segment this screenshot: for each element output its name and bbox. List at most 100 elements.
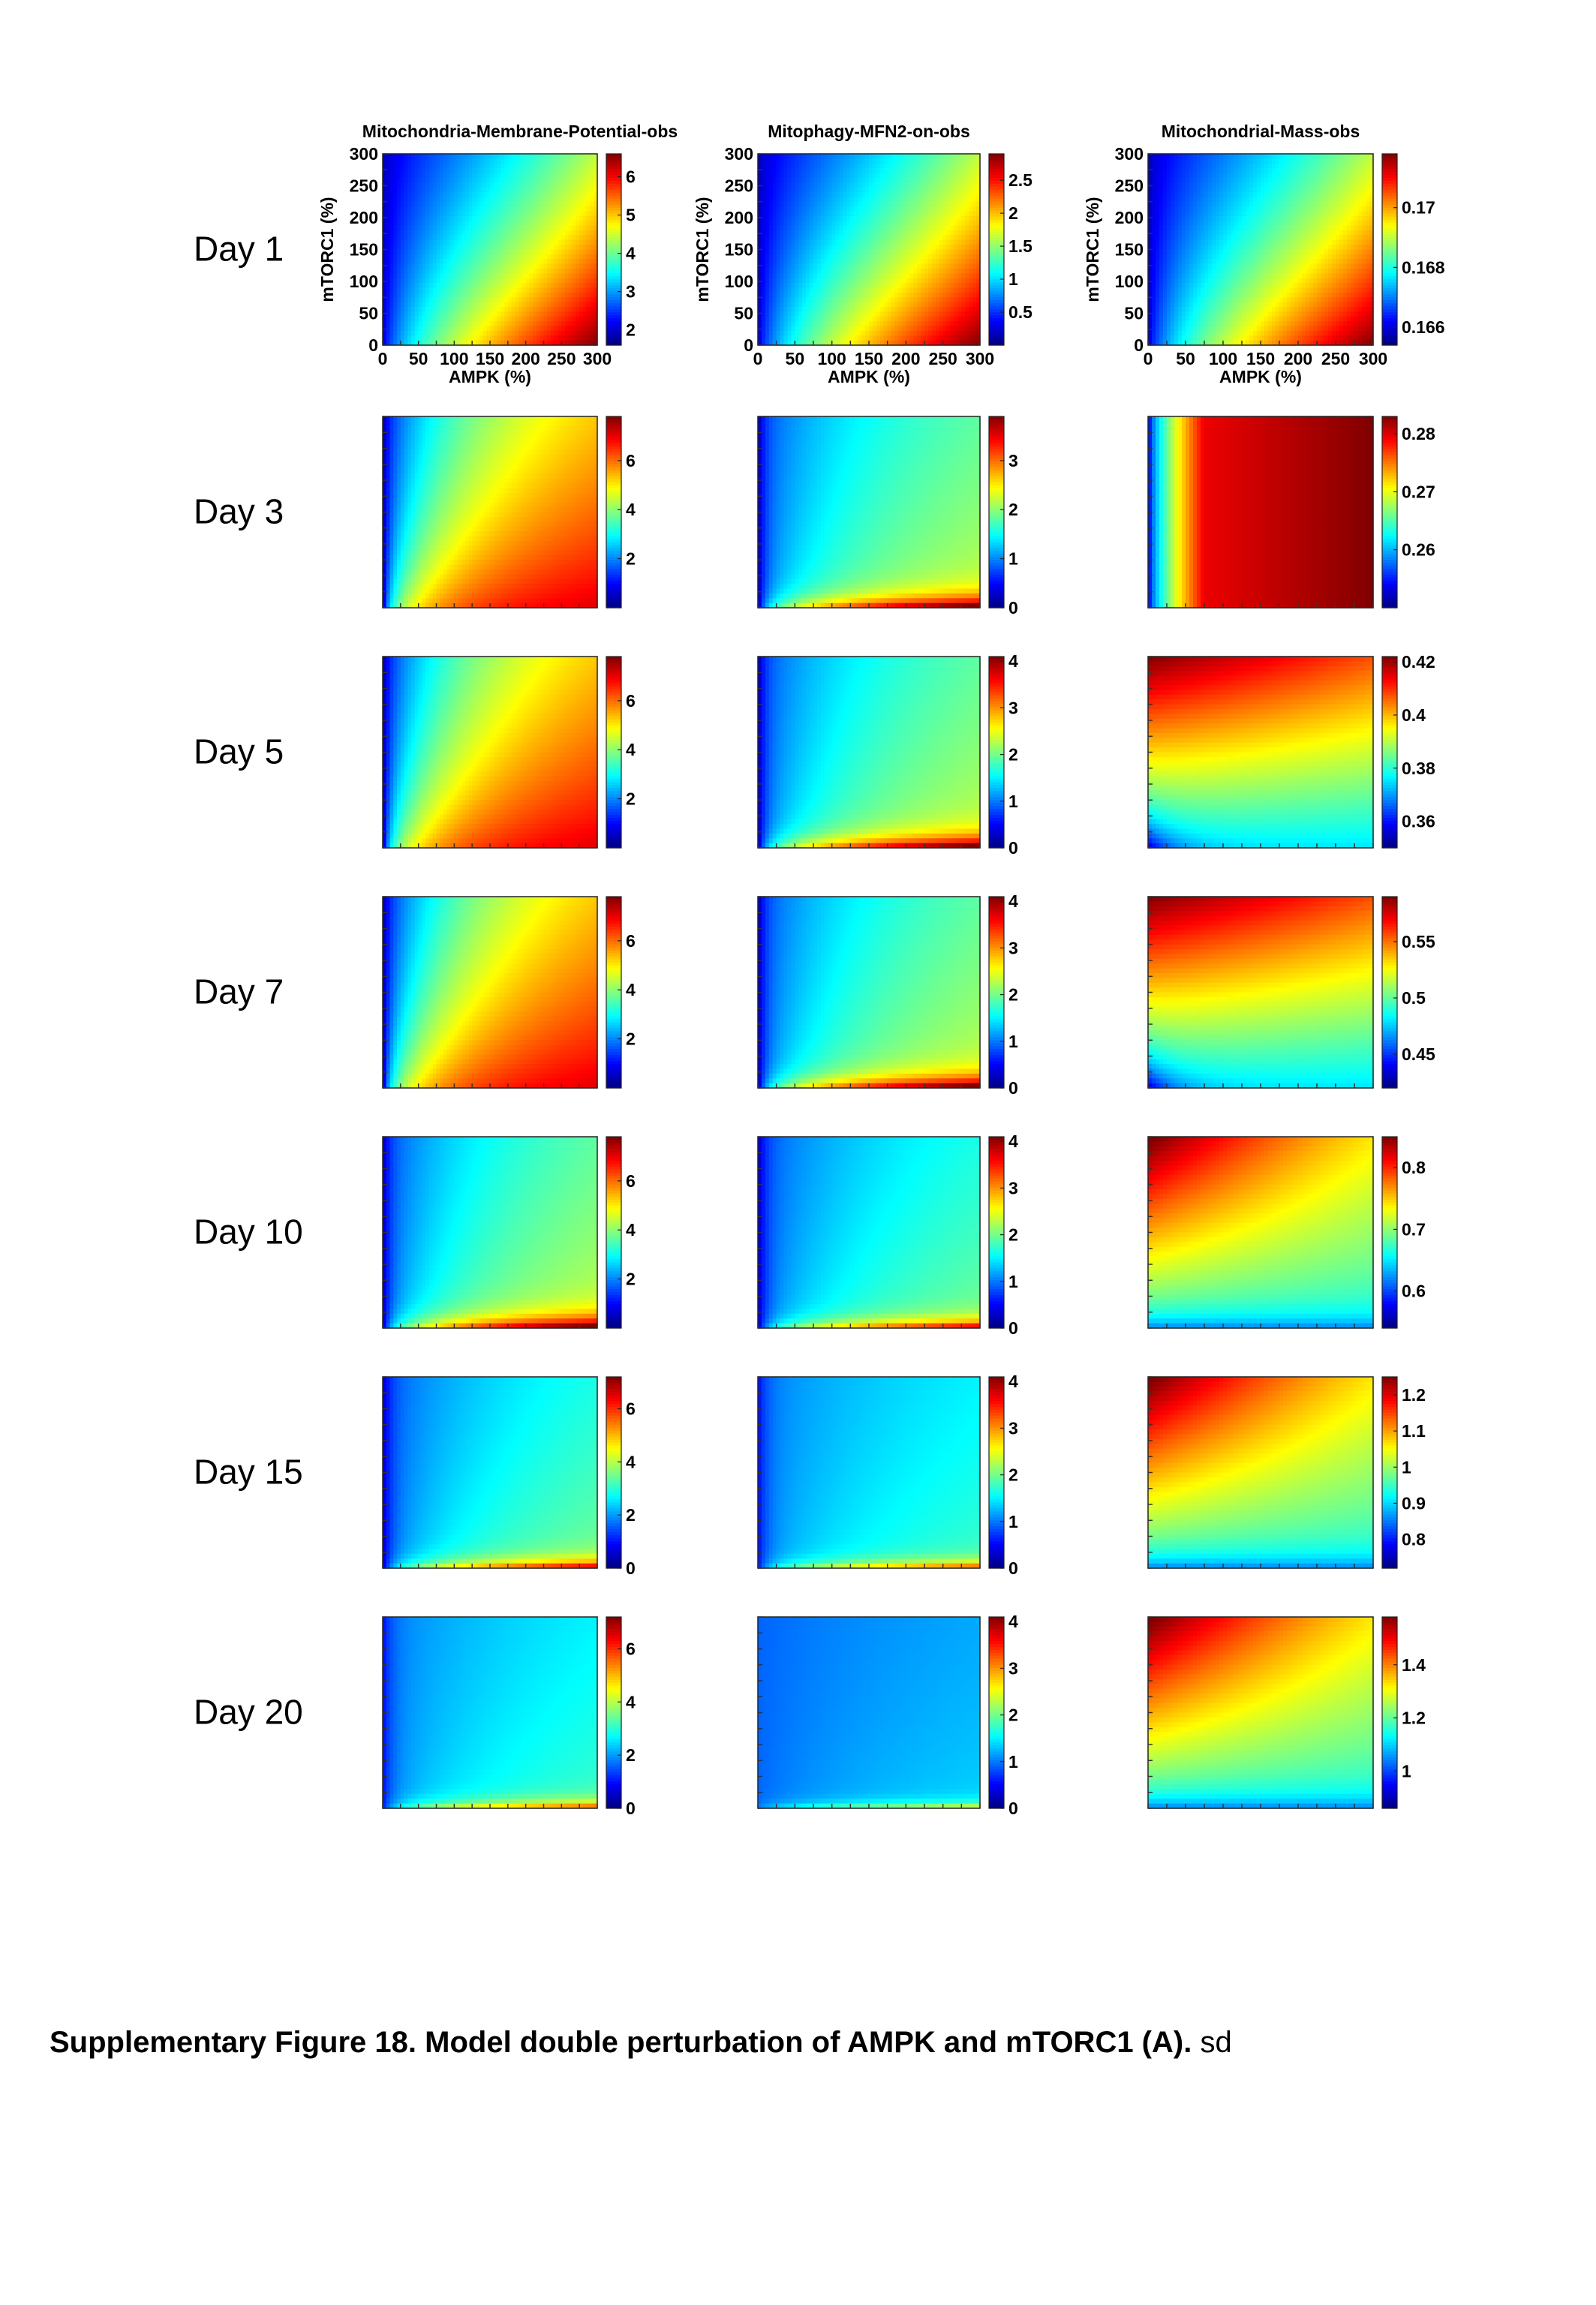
heatmap-cell [561, 287, 566, 293]
heatmap-cell [854, 168, 858, 174]
heatmap-cell [572, 263, 576, 269]
heatmap-cell [942, 211, 948, 217]
heatmap-cell [414, 235, 419, 241]
heatmap-cell [828, 230, 833, 236]
heatmap-cell [783, 307, 789, 312]
heatmap-cell [935, 283, 940, 289]
heatmap-cell [831, 307, 837, 312]
heatmap-cell [772, 259, 777, 265]
heatmap-cell [802, 259, 807, 265]
heatmap-cell [869, 215, 873, 221]
heatmap-cell [450, 316, 455, 322]
y-tick-label: 250 [350, 176, 378, 196]
heatmap-cell [961, 297, 966, 303]
heatmap-cell [969, 283, 973, 289]
heatmap-cell [425, 221, 430, 227]
heatmap-cell [518, 177, 523, 183]
heatmap-cell [935, 287, 940, 293]
heatmap-cell [935, 269, 940, 274]
heatmap-cell [927, 273, 933, 279]
heatmap-cell [511, 177, 515, 183]
heatmap-cell [835, 239, 840, 245]
heatmap-cell [795, 263, 799, 269]
heatmap-cell [521, 307, 527, 312]
heatmap-cell [533, 302, 537, 308]
heatmap-cell [917, 311, 921, 317]
heatmap-cell [924, 168, 929, 174]
heatmap-cell [861, 182, 866, 188]
heatmap-cell [924, 235, 929, 241]
x-tick-label: 250 [547, 349, 576, 368]
heatmap-cell [902, 335, 906, 341]
heatmap-cell [954, 302, 958, 308]
heatmap-cell [924, 297, 929, 303]
heatmap-cell [533, 177, 537, 183]
heatmap-cell [861, 297, 866, 303]
heatmap-cell [969, 297, 973, 303]
heatmap-cell [858, 245, 862, 251]
heatmap-cell [497, 235, 501, 241]
heatmap-cell [876, 201, 881, 207]
heatmap-cell [551, 235, 555, 241]
heatmap-cell [931, 197, 936, 203]
heatmap-cell [468, 182, 473, 188]
heatmap-cell [540, 326, 545, 332]
heatmap-cell [565, 269, 570, 274]
heatmap-cell [950, 249, 955, 255]
heatmap-cell [400, 326, 405, 332]
heatmap-cell [802, 249, 807, 255]
heatmap-cell [972, 177, 977, 183]
heatmap-cell [869, 201, 873, 207]
heatmap-cell [765, 187, 770, 193]
heatmap-cell [776, 254, 781, 260]
heatmap-cell [515, 177, 519, 183]
heatmap-cell [969, 340, 973, 346]
heatmap-cell [411, 335, 416, 341]
heatmap-cell [475, 340, 480, 346]
heatmap-cell [446, 197, 452, 203]
heatmap-cell [493, 340, 498, 346]
heatmap-cell [582, 225, 588, 231]
heatmap-cell [572, 273, 576, 279]
colorbar-swatch [606, 297, 621, 301]
heatmap-cell [425, 168, 430, 174]
heatmap-cell [816, 249, 822, 255]
heatmap-cell [942, 340, 948, 346]
heatmap-cell [440, 249, 444, 255]
heatmap-cell [572, 182, 576, 188]
heatmap-cell [504, 230, 509, 236]
heatmap-cell [957, 249, 962, 255]
heatmap-cell [594, 259, 598, 265]
heatmap-cell [927, 245, 933, 251]
heatmap-cell [942, 168, 948, 174]
heatmap-cell [791, 292, 795, 298]
heatmap-cell [590, 158, 594, 164]
heatmap-cell [594, 292, 598, 298]
heatmap-cell [436, 307, 440, 312]
heatmap-cell [787, 335, 792, 341]
heatmap-cell [472, 235, 476, 241]
heatmap-cell [783, 221, 789, 227]
heatmap-cell [798, 187, 803, 193]
heatmap-cell [407, 254, 412, 260]
heatmap-cell [568, 211, 573, 217]
heatmap-cell [461, 192, 466, 197]
heatmap-cell [400, 273, 405, 279]
heatmap-cell [976, 197, 981, 203]
heatmap-cell [386, 326, 391, 332]
heatmap-cell [582, 316, 588, 322]
heatmap-cell [972, 297, 977, 303]
heatmap-cell [824, 259, 829, 265]
heatmap-cell [865, 215, 870, 221]
heatmap-cell [931, 245, 936, 251]
heatmap-cell [458, 249, 462, 255]
heatmap-cell [846, 297, 851, 303]
heatmap-cell [572, 307, 576, 312]
heatmap-cell [891, 215, 896, 221]
heatmap-cell [418, 230, 423, 236]
heatmap-cell [969, 168, 973, 174]
heatmap-cell [525, 307, 530, 312]
heatmap-cell [846, 263, 851, 269]
heatmap-cell [783, 182, 789, 188]
heatmap-cell [458, 245, 462, 251]
